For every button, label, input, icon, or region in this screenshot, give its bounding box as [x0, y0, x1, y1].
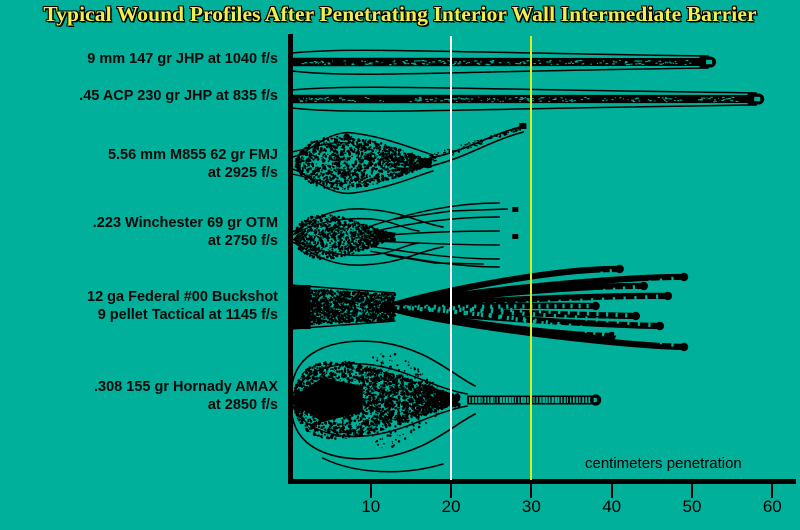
row-label-line: 5.56 mm M855 62 gr FMJ [107, 147, 278, 163]
axis-tick [450, 484, 453, 498]
axis-tick-label: 40 [602, 497, 622, 516]
row-label-line: 9 pellet Tactical at 1145 f/s [97, 307, 278, 323]
axis-horizontal [288, 479, 796, 484]
row-label-223: .223 Winchester 69 gr OTM at 2750 f/s [0, 214, 278, 250]
row-label-12ga: 12 ga Federal #00 Buckshot 9 pellet Tact… [0, 288, 278, 324]
row-label-9mm: 9 mm 147 gr JHP at 1040 f/s [0, 50, 278, 68]
row-label-line: at 2750 f/s [207, 233, 278, 249]
reference-line-30cm [530, 36, 533, 480]
row-label-45acp: .45 ACP 230 gr JHP at 835 f/s [0, 87, 278, 105]
row-label-line: at 2925 f/s [207, 165, 278, 181]
axis-tick-label: 50 [682, 497, 702, 516]
row-label-308: .308 155 gr Hornady AMAX at 2850 f/s [0, 378, 278, 414]
row-label-line: .45 ACP 230 gr JHP at 835 f/s [79, 88, 278, 104]
axis-tick [771, 484, 774, 498]
axis-tick-label: 30 [521, 497, 541, 516]
axis-tick-label: 20 [441, 497, 461, 516]
page-title: Typical Wound Profiles After Penetrating… [43, 2, 757, 26]
axis-tick [610, 484, 613, 498]
row-label-line: .223 Winchester 69 gr OTM [92, 215, 278, 231]
axis-tick-label: 60 [762, 497, 782, 516]
row-label-line: 9 mm 147 gr JHP at 1040 f/s [87, 51, 278, 67]
axis-caption: centimeters penetration [585, 455, 742, 472]
row-label-556: 5.56 mm M855 62 gr FMJ at 2925 f/s [0, 146, 278, 182]
row-label-line: .308 155 gr Hornady AMAX [94, 379, 278, 395]
axis-vertical [288, 34, 293, 484]
axis-tick [369, 484, 372, 498]
row-label-line: at 2850 f/s [207, 397, 278, 413]
axis-tick [691, 484, 693, 498]
reference-line-20cm [450, 36, 453, 480]
axis-tick [530, 484, 533, 498]
axis-tick-label: 10 [361, 497, 381, 516]
row-label-line: 12 ga Federal #00 Buckshot [87, 289, 278, 305]
